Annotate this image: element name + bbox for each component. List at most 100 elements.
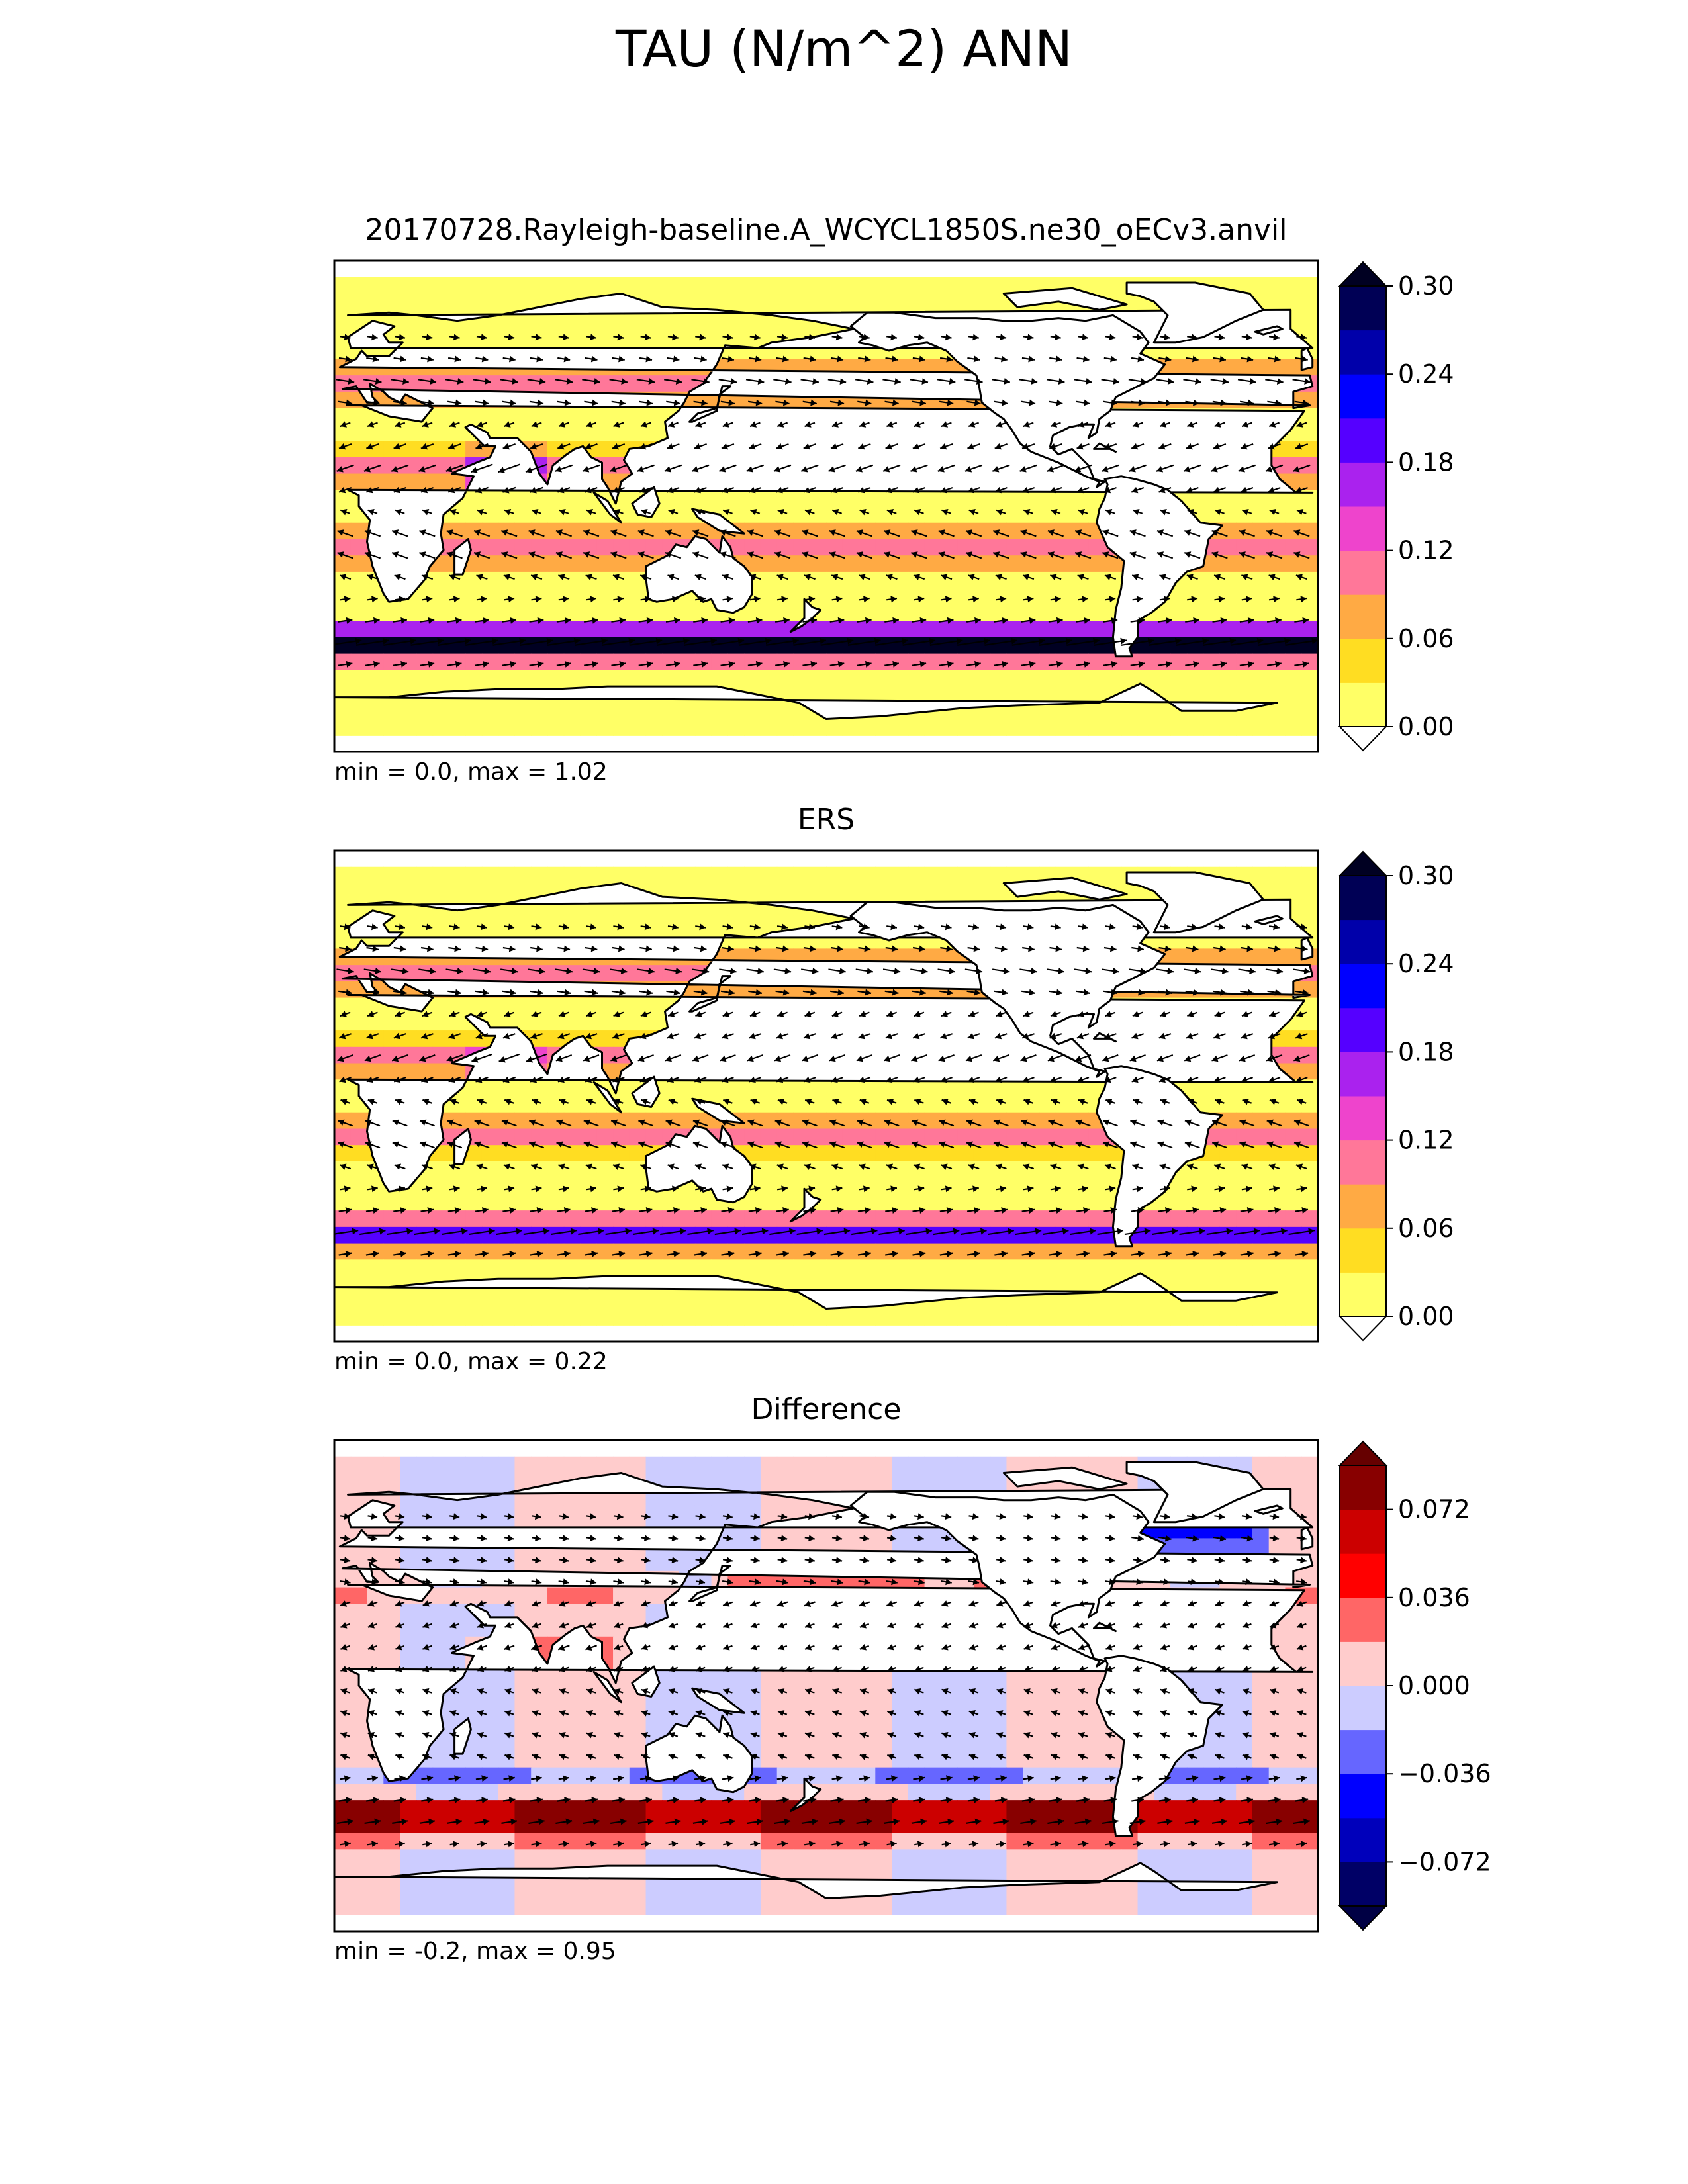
contour-cell	[875, 1194, 892, 1211]
wind-arrow	[1076, 486, 1090, 494]
contour-cell	[465, 604, 483, 621]
wind-arrow	[1265, 968, 1284, 974]
contour-cell	[1219, 948, 1237, 966]
contour-cell	[810, 1079, 827, 1097]
contour-cell	[1301, 293, 1318, 310]
wind-arrow	[420, 617, 435, 624]
contour-cell	[679, 719, 696, 736]
wind-arrow	[1241, 596, 1252, 603]
wind-arrow	[939, 1119, 955, 1127]
contour-cell	[416, 621, 434, 638]
contour-cell	[449, 1292, 466, 1310]
contour-cell	[744, 1096, 761, 1113]
contour-cell	[679, 670, 696, 687]
contour-cell	[908, 490, 925, 507]
wind-arrow	[610, 464, 628, 473]
panel-title: ERS	[798, 803, 855, 837]
wind-arrow	[364, 529, 381, 537]
contour-cell	[547, 915, 565, 933]
wind-arrow	[446, 529, 463, 537]
contour-cell	[465, 408, 483, 425]
contour-cell	[826, 866, 843, 884]
contour-cell	[1301, 539, 1318, 556]
wind-arrow	[721, 355, 735, 363]
wind-arrow	[367, 508, 378, 516]
wind-arrow	[1268, 486, 1281, 494]
contour-cell	[629, 1226, 647, 1244]
wind-arrow	[1105, 596, 1116, 603]
contour-cell	[892, 1308, 909, 1326]
contour-cell	[1023, 1161, 1040, 1179]
wind-arrow	[721, 1032, 734, 1040]
contour-cell	[973, 1128, 991, 1146]
contour-cell	[580, 1161, 597, 1179]
wind-arrow	[447, 660, 462, 668]
contour-cell	[367, 1292, 384, 1310]
wind-arrow	[1023, 421, 1034, 428]
wind-arrow	[1074, 529, 1092, 537]
contour-cell	[859, 719, 876, 736]
contour-cell	[563, 375, 581, 392]
wind-arrow	[664, 968, 682, 974]
contour-cell	[875, 1096, 892, 1113]
contour-cell	[908, 506, 925, 523]
wind-arrow	[722, 1076, 734, 1083]
contour-cell	[793, 555, 810, 572]
contour-cell	[1268, 1210, 1286, 1228]
contour-cell	[727, 1292, 745, 1310]
contour-cell	[596, 653, 614, 670]
contour-cell	[1203, 1243, 1220, 1260]
colorbar-segment	[1340, 1272, 1386, 1317]
wind-arrow	[993, 1119, 1009, 1127]
contour-cell	[1170, 588, 1188, 605]
contour-cell	[498, 866, 516, 884]
wind-arrow	[585, 1032, 598, 1040]
contour-cell	[908, 719, 925, 736]
contour-cell	[1055, 1276, 1073, 1293]
contour-cell	[1285, 604, 1302, 621]
contour-cell	[776, 719, 794, 736]
contour-cell	[1154, 1292, 1171, 1310]
coastline	[592, 1081, 622, 1114]
wind-arrow	[583, 551, 600, 559]
wind-arrow	[340, 508, 351, 516]
wind-arrow	[693, 617, 708, 624]
wind-arrow	[585, 334, 597, 341]
wind-arrow	[638, 1119, 654, 1127]
contour-cell	[1301, 1473, 1318, 1490]
contour-cell	[1236, 653, 1253, 670]
wind-arrow	[502, 1076, 516, 1083]
contour-cell	[1252, 948, 1270, 966]
contour-cell	[465, 1555, 483, 1572]
wind-arrow	[585, 421, 597, 428]
stats-label: min = 0.0, max = 1.02	[334, 758, 608, 786]
contour-cell	[679, 1243, 696, 1260]
wind-arrow	[939, 617, 954, 624]
wind-arrow	[1129, 1054, 1146, 1062]
contour-cell	[1072, 1177, 1089, 1195]
contour-cell	[744, 1505, 761, 1523]
contour-cell	[760, 1096, 778, 1113]
wind-arrow	[940, 945, 953, 952]
coastline	[789, 1187, 822, 1223]
wind-arrow	[585, 596, 597, 603]
wind-arrow	[1020, 529, 1037, 537]
contour-cell	[1072, 621, 1089, 638]
contour-cell	[531, 1292, 548, 1310]
contour-cell	[629, 1177, 647, 1195]
colorbar-segment	[1340, 1007, 1386, 1052]
contour-cell	[613, 1210, 630, 1228]
contour-cell	[760, 866, 778, 884]
contour-cell	[531, 1308, 548, 1326]
contour-cell	[973, 1112, 991, 1130]
wind-arrow	[913, 574, 925, 580]
wind-arrow	[1295, 574, 1307, 580]
contour-cell	[1170, 1210, 1188, 1228]
wind-arrow	[830, 443, 844, 450]
contour-cell	[1072, 555, 1089, 572]
wind-arrow	[366, 945, 379, 952]
wind-arrow	[394, 421, 406, 428]
contour-cell	[531, 1555, 548, 1572]
contour-cell	[760, 883, 778, 900]
contour-cell	[924, 277, 941, 295]
